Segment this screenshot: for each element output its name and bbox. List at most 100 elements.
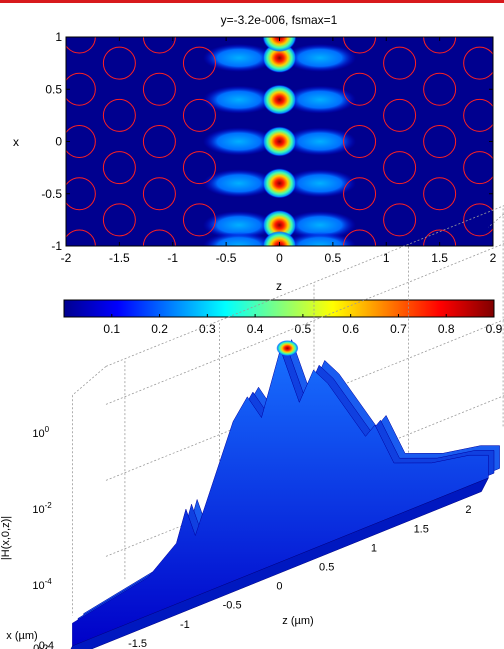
side-lobe bbox=[284, 169, 357, 198]
y-tick-label: 0 bbox=[55, 135, 62, 149]
hole-circle bbox=[182, 203, 216, 237]
side-lobe bbox=[284, 127, 357, 156]
side-lobe bbox=[284, 232, 357, 246]
surface-value-axis-label: |H(x,0,z)| bbox=[0, 516, 12, 560]
log-tick-base: 10 bbox=[32, 428, 44, 440]
hole-circle bbox=[463, 98, 493, 132]
hole-circle bbox=[343, 229, 377, 246]
colorbar-tick-label: 0.2 bbox=[151, 322, 168, 336]
hole-circle bbox=[343, 177, 377, 211]
hole-circle bbox=[182, 46, 216, 80]
hole-circle bbox=[383, 46, 417, 80]
heatmap-x-axis-label: z bbox=[276, 279, 282, 293]
hole-circle bbox=[463, 151, 493, 185]
mode-spot bbox=[262, 168, 297, 199]
hole-circle bbox=[423, 37, 457, 54]
surface-z-tick-label: 2 bbox=[465, 504, 471, 516]
surface-log-tick-label: 100 bbox=[32, 425, 49, 440]
side-lobe bbox=[202, 85, 275, 114]
surface-body bbox=[70, 338, 500, 649]
colorbar-tick-label: 0.1 bbox=[103, 322, 120, 336]
y-tick-label: 1 bbox=[55, 30, 62, 44]
side-lobe bbox=[202, 127, 275, 156]
surface-log-tick-label: 10-4 bbox=[32, 577, 52, 592]
log-tick-base: 10 bbox=[32, 580, 44, 592]
hole-circle bbox=[182, 98, 216, 132]
surface-x-axis-label: x (µm) bbox=[6, 630, 37, 642]
hole-overlay bbox=[66, 37, 493, 246]
log-tick-exponent: 0 bbox=[45, 425, 50, 434]
hole-circle bbox=[102, 98, 136, 132]
hole-circle bbox=[423, 177, 457, 211]
hole-circle bbox=[423, 229, 457, 246]
side-lobe bbox=[202, 232, 275, 246]
grid-line bbox=[72, 366, 107, 396]
surface-log-tick-label: 10-2 bbox=[32, 501, 52, 516]
hole-circle bbox=[383, 203, 417, 237]
hole-circle bbox=[66, 229, 96, 246]
hole-circle bbox=[142, 177, 176, 211]
hole-circle bbox=[423, 72, 457, 106]
surface-z-axis-label: z (µm) bbox=[282, 615, 313, 627]
side-lobe bbox=[202, 169, 275, 198]
mode-spot bbox=[262, 42, 297, 73]
heatmap-field bbox=[202, 37, 357, 246]
side-lobe bbox=[284, 85, 357, 114]
surface-x-tick-label: 0.2 bbox=[33, 643, 48, 649]
x-tick-label: -1.5 bbox=[109, 251, 130, 265]
hole-circle bbox=[182, 151, 216, 185]
x-tick-label: 0.5 bbox=[325, 251, 342, 265]
hole-circle bbox=[463, 46, 493, 80]
hole-circle bbox=[102, 46, 136, 80]
hole-circle bbox=[142, 37, 176, 54]
log-tick-exponent: -2 bbox=[45, 501, 53, 510]
grid-line bbox=[488, 213, 504, 228]
hole-circle bbox=[66, 177, 96, 211]
surface-base bbox=[70, 477, 489, 649]
y-tick-label: 0.5 bbox=[45, 82, 62, 96]
heatmap-x-ticks: -2 -1.5 -1 -0.5 0 0.5 1 1.5 2 bbox=[61, 37, 497, 265]
x-tick-label: 1.5 bbox=[431, 251, 448, 265]
side-lobe bbox=[202, 211, 275, 240]
hole-circle bbox=[343, 72, 377, 106]
mode-spot bbox=[262, 231, 297, 246]
heatmap-title: y=-3.2e-006, fsmax=1 bbox=[221, 13, 338, 27]
x-tick-label: -1 bbox=[167, 251, 178, 265]
y-tick-label: -1 bbox=[51, 239, 62, 253]
side-lobe bbox=[284, 211, 357, 240]
heatmap-y-ticks: 1 0.5 0 -0.5 -1 bbox=[41, 30, 493, 253]
surface-z-tick-label: 1.5 bbox=[414, 523, 429, 535]
window-top-border bbox=[0, 0, 504, 3]
colorbar-tick-label: 0.7 bbox=[390, 322, 407, 336]
surface-z-tick-label: -0.5 bbox=[223, 600, 242, 612]
colorbar-tick-label: 0.6 bbox=[342, 322, 359, 336]
hole-circle bbox=[383, 98, 417, 132]
x-tick-label: 1 bbox=[383, 251, 390, 265]
surface-z-tick-label: 1 bbox=[371, 542, 377, 554]
colorbar-tick-label: 0.9 bbox=[486, 322, 503, 336]
hole-circle bbox=[463, 203, 493, 237]
mode-spot bbox=[262, 126, 297, 157]
colorbar-tick-label: 0.4 bbox=[247, 322, 264, 336]
hole-circle bbox=[102, 151, 136, 185]
hole-circle bbox=[423, 125, 457, 158]
mode-spot bbox=[262, 37, 297, 52]
y-tick-label: -0.5 bbox=[41, 187, 62, 201]
hole-circle bbox=[142, 72, 176, 106]
surface-peak bbox=[276, 340, 299, 357]
surface-plot: -2-1.5-1-0.500.511.5200.20.410010-210-4 … bbox=[0, 205, 504, 649]
log-tick-base: 10 bbox=[32, 504, 44, 516]
colorbar-tick-label: 0.8 bbox=[438, 322, 455, 336]
surface-x-tick-label: 0.4 bbox=[39, 640, 54, 649]
hole-circle bbox=[142, 229, 176, 246]
hole-circle bbox=[66, 37, 96, 54]
surface-ribbon bbox=[72, 348, 489, 647]
hole-circle bbox=[102, 203, 136, 237]
x-tick-label: -0.5 bbox=[216, 251, 237, 265]
hole-circle bbox=[343, 37, 377, 54]
surface-z-tick-label: 0.5 bbox=[319, 562, 334, 574]
hole-circle bbox=[343, 125, 377, 158]
surface-x-tick-label: 0 bbox=[37, 646, 43, 649]
mode-spot bbox=[262, 210, 297, 241]
